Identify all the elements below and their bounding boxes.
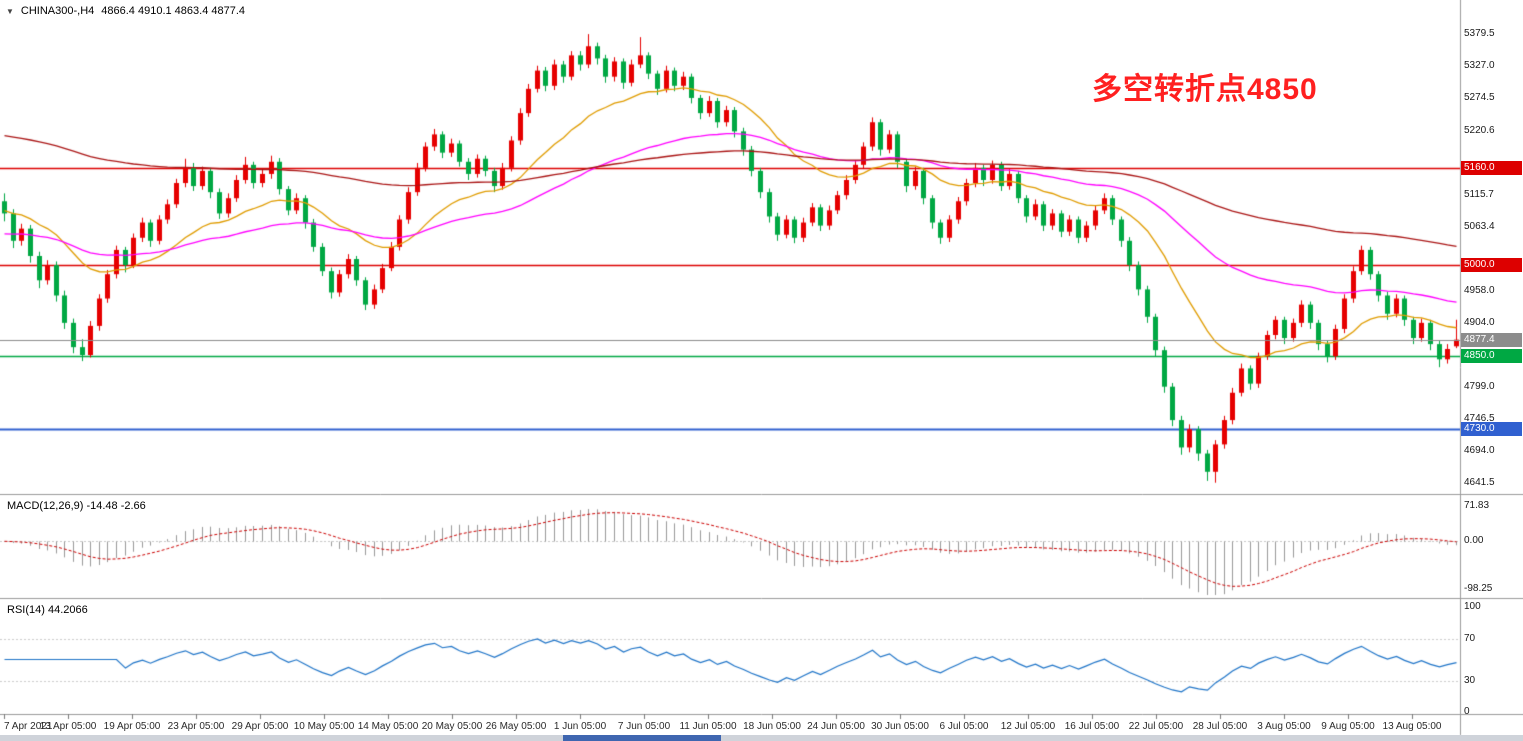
time-axis-label: 14 May 05:00 bbox=[357, 721, 419, 732]
scale-tick-label: 4799.0 bbox=[1464, 381, 1495, 393]
scale-tick-label: -98.25 bbox=[1464, 583, 1493, 595]
scale-tick-label: 0 bbox=[1464, 706, 1470, 717]
scale-tick-label: 70 bbox=[1464, 632, 1476, 644]
scale-tick-label: 5274.5 bbox=[1464, 92, 1495, 104]
scale-tick-label: 4904.0 bbox=[1464, 317, 1495, 329]
symbol-dropdown-icon[interactable]: ▼ bbox=[6, 6, 14, 16]
time-axis-label: 26 May 05:00 bbox=[485, 721, 547, 732]
time-axis-label: 12 Jul 05:00 bbox=[1000, 721, 1056, 732]
scale-tick-label: 5327.0 bbox=[1464, 60, 1495, 72]
time-axis-label: 6 Jul 05:00 bbox=[939, 721, 989, 732]
scale-tick-label: 5379.5 bbox=[1464, 28, 1495, 40]
time-axis-label: 3 Aug 05:00 bbox=[1257, 721, 1311, 732]
time-axis-label: 13 Apr 05:00 bbox=[39, 721, 97, 732]
chart-header: ▼ CHINA300-,H4 4866.4 4910.1 4863.4 4877… bbox=[6, 5, 245, 17]
current-price-price-tag[interactable]: 4877.4 bbox=[1461, 332, 1522, 347]
annotation-text: 多空转折点4850 bbox=[1092, 73, 1318, 106]
time-axis-label: 16 Jul 05:00 bbox=[1064, 721, 1120, 732]
time-axis-label: 19 Apr 05:00 bbox=[103, 721, 161, 732]
time-axis-label: 7 Jun 05:00 bbox=[617, 721, 671, 732]
time-axis-label: 24 Jun 05:00 bbox=[807, 721, 865, 732]
lower-support-line-price-tag[interactable]: 4730.0 bbox=[1461, 422, 1522, 437]
resistance-line-price-tag[interactable]: 5160.0 bbox=[1461, 160, 1522, 175]
time-axis-label: 18 Jun 05:00 bbox=[743, 721, 801, 732]
scale-tick-label: 71.83 bbox=[1464, 500, 1490, 512]
scale-tick-label: 5115.7 bbox=[1464, 188, 1494, 200]
scale-tick-label: 4694.0 bbox=[1464, 445, 1495, 457]
pivot-line-price-tag[interactable]: 4850.0 bbox=[1461, 349, 1522, 364]
time-axis-label: 13 Aug 05:00 bbox=[1382, 721, 1442, 732]
time-axis-label: 1 Jun 05:00 bbox=[553, 721, 607, 732]
time-axis-label: 10 May 05:00 bbox=[293, 721, 355, 732]
taskbar-active-segment[interactable] bbox=[563, 735, 721, 741]
scale-tick-label: 5063.4 bbox=[1464, 220, 1495, 232]
time-axis-label: 23 Apr 05:00 bbox=[167, 721, 225, 732]
time-axis-label: 11 Jun 05:00 bbox=[679, 721, 737, 732]
scale-tick-label: 4746.5 bbox=[1464, 413, 1495, 425]
taskbar-strip bbox=[0, 735, 1523, 741]
scale-tick-label: 0.00 bbox=[1464, 535, 1484, 547]
time-axis-label: 22 Jul 05:00 bbox=[1128, 721, 1184, 732]
time-axis-label: 9 Aug 05:00 bbox=[1321, 721, 1375, 732]
ohlc-values: 4866.4 4910.1 4863.4 4877.4 bbox=[101, 5, 246, 17]
time-axis-label: 29 Apr 05:00 bbox=[231, 721, 289, 732]
symbol-timeframe-label: CHINA300-,H4 bbox=[20, 5, 95, 17]
rsi-indicator-label: RSI(14) 44.2066 bbox=[7, 604, 88, 616]
support-line-price-tag[interactable]: 5000.0 bbox=[1461, 258, 1522, 273]
macd-indicator-label: MACD(12,26,9) -14.48 -2.66 bbox=[7, 500, 146, 512]
scale-tick-label: 100 bbox=[1464, 601, 1481, 612]
scale-tick-label: 4641.5 bbox=[1464, 477, 1495, 488]
scale-tick-label: 5220.6 bbox=[1464, 125, 1495, 136]
time-axis-label: 20 May 05:00 bbox=[421, 721, 483, 732]
time-axis-label: 30 Jun 05:00 bbox=[871, 721, 929, 732]
time-axis-label: 28 Jul 05:00 bbox=[1192, 721, 1248, 732]
time-axis-label: 7 Apr 2021 bbox=[4, 721, 53, 732]
scale-tick-label: 30 bbox=[1464, 674, 1476, 686]
scale-tick-label: 4958.0 bbox=[1464, 284, 1495, 296]
